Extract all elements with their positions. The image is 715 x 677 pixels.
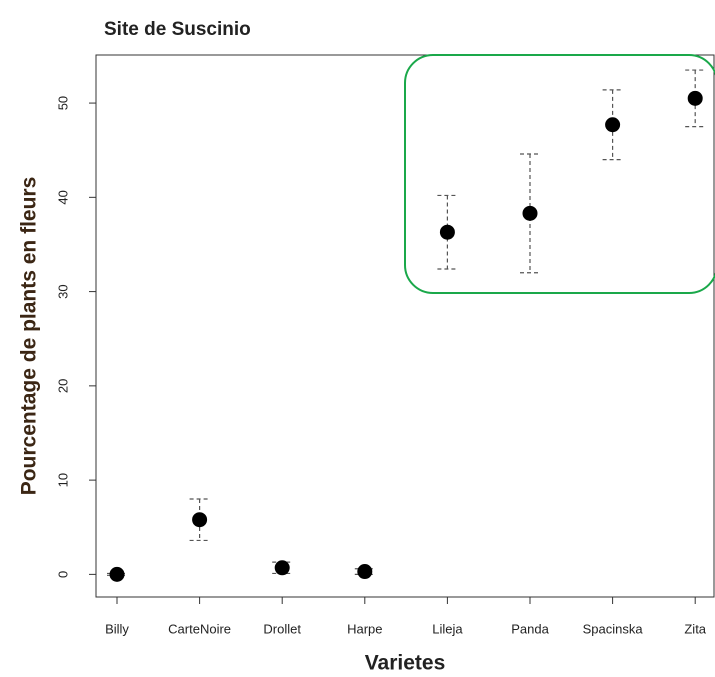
x-axis-title: Varietes — [365, 652, 446, 675]
x-tick-label: Panda — [511, 621, 549, 636]
x-tick-label: Lileja — [432, 621, 463, 636]
x-tick-label: CarteNoire — [168, 621, 231, 636]
x-tick-label: Spacinska — [583, 621, 644, 636]
x-tick-label: Harpe — [347, 621, 382, 636]
y-tick-label: 30 — [55, 284, 70, 298]
y-tick-label: 50 — [55, 96, 70, 110]
x-tick-label: Zita — [684, 621, 706, 636]
plot-frame — [95, 54, 715, 598]
highlight-box — [404, 54, 715, 294]
x-tick-label: Drollet — [263, 621, 301, 636]
point — [109, 566, 125, 582]
point — [522, 205, 538, 221]
point — [274, 560, 290, 576]
y-tick-label: 40 — [55, 190, 70, 204]
y-tick-label: 0 — [55, 571, 70, 578]
y-axis-title: Pourcentage de plants en fleurs — [18, 177, 41, 496]
y-tick-label: 10 — [55, 473, 70, 487]
point — [192, 512, 208, 528]
chart-title: Site de Suscinio — [104, 19, 251, 40]
point — [357, 564, 373, 580]
x-tick-label: Billy — [105, 621, 129, 636]
y-tick-label: 20 — [55, 379, 70, 393]
point — [605, 117, 621, 133]
point — [439, 224, 455, 240]
point — [687, 90, 703, 106]
